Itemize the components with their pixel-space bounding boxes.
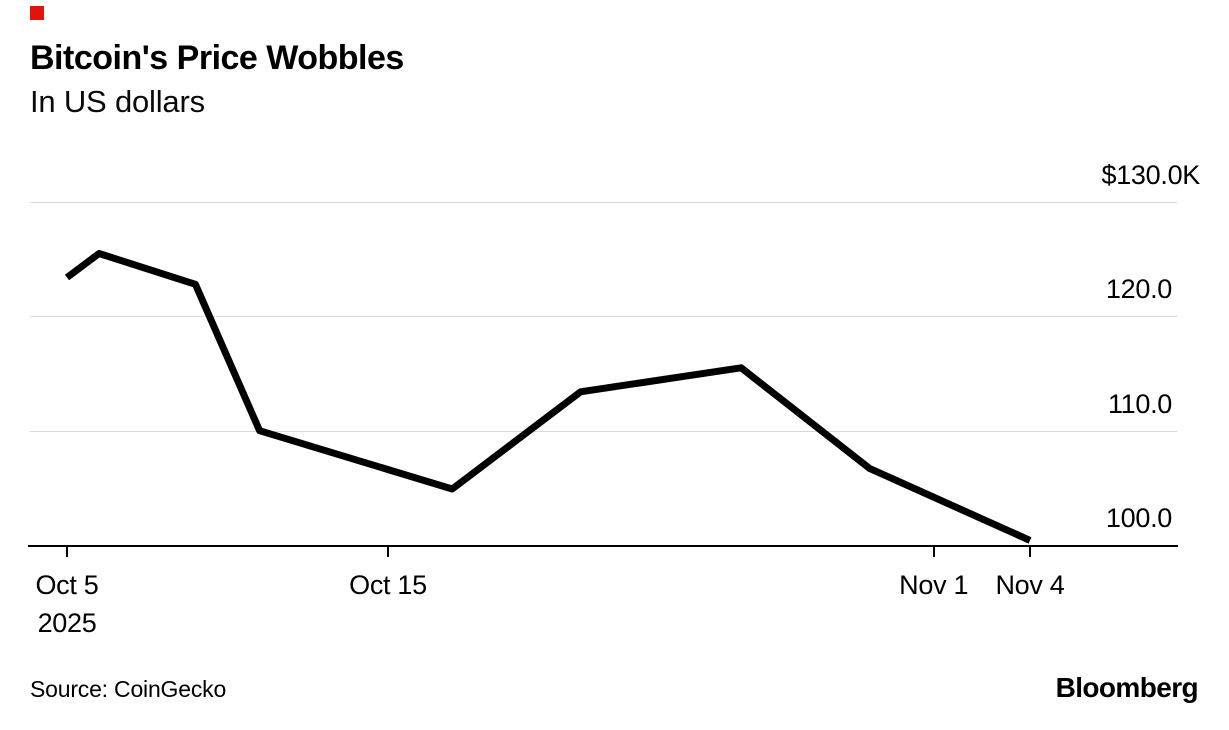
- x-axis-tick-3: [1029, 546, 1031, 557]
- y-axis-label-110: 110.0: [1107, 388, 1172, 419]
- x-axis-label-0: Oct 5: [35, 570, 99, 600]
- x-axis-baseline: [28, 545, 1178, 547]
- gridline-110: [30, 430, 1177, 432]
- source-credit: Source: CoinGecko: [30, 676, 227, 702]
- x-axis-tick-1: [387, 546, 389, 557]
- chart-title: Bitcoin's Price Wobbles: [30, 39, 404, 77]
- chart-subtitle: In US dollars: [30, 84, 205, 119]
- x-axis-tick-0: [66, 546, 68, 557]
- x-axis-label-1: Oct 15: [349, 570, 427, 600]
- gridline-130: [30, 202, 1177, 203]
- y-axis-label-130: $130.0K: [1101, 160, 1201, 190]
- y-axis-label-120: 120.0: [1105, 274, 1172, 305]
- x-axis-sublabel-0: 2025: [37, 608, 97, 638]
- x-axis-tick-2: [932, 546, 935, 557]
- bloomberg-logo: Bloomberg: [1055, 672, 1199, 703]
- brand-red-square-marker: [30, 6, 44, 20]
- y-axis-label-100: 100.0: [1105, 503, 1172, 533]
- x-axis-label-2: Nov 1: [899, 570, 969, 600]
- gridline-120: [30, 316, 1177, 318]
- bitcoin-price-line: [64, 250, 1032, 544]
- x-axis-label-3: Nov 4: [995, 570, 1065, 600]
